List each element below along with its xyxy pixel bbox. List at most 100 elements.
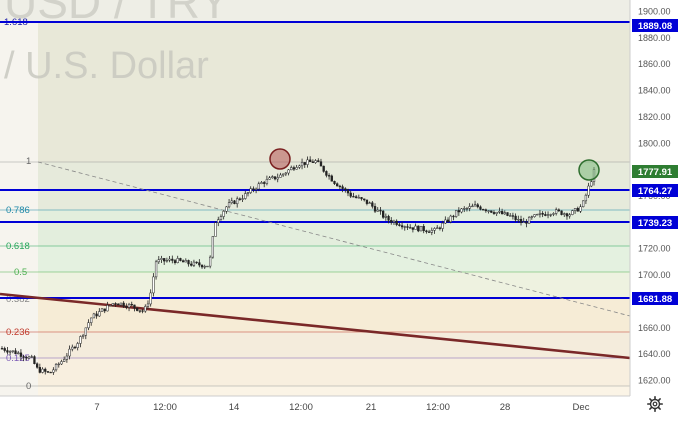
candle-body [576, 208, 579, 212]
candle-body [441, 222, 444, 229]
candle-body [284, 172, 287, 175]
price-tick-label: 1880.00 [638, 33, 671, 43]
candle-body [549, 214, 552, 216]
watermark-line1: USD / TRY [4, 0, 230, 28]
candle-body [241, 198, 244, 200]
time-axis[interactable] [0, 396, 680, 419]
candle-body [154, 261, 158, 278]
candle-body [314, 160, 317, 163]
candle-body [268, 177, 271, 180]
fib-label: 0.618 [6, 241, 30, 252]
candle-body [138, 310, 142, 312]
price-axis[interactable] [630, 0, 680, 396]
candle-body [73, 346, 77, 349]
candle-body [425, 230, 428, 233]
candle-body [108, 304, 112, 307]
candle-body [452, 215, 455, 218]
candle-body [557, 209, 561, 212]
candle-body [249, 188, 252, 193]
candle-body [257, 183, 260, 190]
candle-body [368, 202, 371, 204]
candle-body [333, 180, 336, 184]
candle-body [306, 159, 309, 165]
candle-body [46, 371, 50, 373]
candle-body [449, 215, 452, 223]
candle-body [354, 196, 358, 198]
price-label: 1764.27 [632, 184, 678, 197]
candle-body [438, 227, 442, 229]
candle-body [117, 303, 120, 306]
candle-body [387, 215, 390, 221]
candle-body [8, 350, 12, 353]
gear-icon [647, 396, 663, 412]
price-tick-label: 1840.00 [638, 86, 671, 96]
candle-body [0, 348, 4, 350]
candle-body [565, 213, 569, 217]
candle-body [473, 204, 477, 207]
candle-body [211, 236, 214, 258]
candle-body [465, 208, 469, 210]
candle-body [357, 197, 360, 199]
candle-body [338, 185, 342, 188]
candle-body [527, 216, 531, 224]
candle-body [90, 317, 93, 323]
svg-text:1681.88: 1681.88 [638, 294, 672, 305]
trend-line-dashed[interactable] [37, 161, 631, 317]
candle-body [414, 225, 417, 230]
price-tick-label: 1900.00 [638, 7, 671, 17]
settings-button[interactable] [644, 393, 666, 415]
candle-body [530, 216, 533, 218]
time-tick-label: 7 [94, 402, 99, 413]
price-tick-label: 1640.00 [638, 349, 671, 359]
candle-body [460, 208, 463, 213]
trend-line-brown[interactable] [0, 292, 631, 360]
candle-body [298, 165, 301, 168]
candle-body [76, 343, 79, 348]
candle-body [225, 206, 228, 212]
candle-body [127, 303, 131, 308]
current-price-label: 1777.91 [632, 165, 678, 178]
candle-body [103, 308, 106, 312]
candle-body [203, 266, 206, 268]
time-tick-label: 12:00 [289, 402, 313, 413]
watermark-line2: / U.S. Dollar [4, 45, 209, 87]
candle-body [238, 198, 242, 200]
candle-body [444, 219, 447, 224]
time-tick-label: 12:00 [426, 402, 450, 413]
candle-body [463, 208, 466, 210]
price-label: 1681.88 [632, 292, 678, 305]
candle-body [149, 292, 152, 305]
candle-body [114, 303, 117, 305]
candle-body [300, 162, 304, 167]
price-tick-label: 1620.00 [638, 376, 671, 386]
price-tick-label: 1700.00 [638, 270, 671, 280]
candle-body [571, 210, 574, 215]
candle-body [33, 356, 36, 364]
candle-body [479, 206, 482, 210]
candle-body [303, 162, 306, 165]
candle-body [344, 188, 347, 190]
candle-body [492, 212, 496, 214]
candle-body [495, 211, 498, 214]
candle-body [84, 327, 87, 336]
marker-circle-green[interactable] [578, 159, 600, 181]
candle-body [252, 188, 255, 191]
candle-body [379, 209, 382, 212]
horizontal-lines[interactable] [0, 21, 630, 299]
candle-body [371, 202, 374, 207]
svg-text:1777.91: 1777.91 [638, 167, 673, 178]
candle-body [363, 198, 366, 201]
marker-circle-red[interactable] [269, 148, 291, 170]
candle-body [522, 221, 525, 223]
candle-body [279, 174, 282, 178]
candle-body [163, 258, 166, 262]
candle-body [349, 192, 352, 197]
candle-body [281, 173, 285, 176]
candle-body [265, 179, 269, 184]
candle-body [227, 202, 231, 208]
candle-body [430, 230, 433, 233]
candle-body [360, 197, 363, 200]
candle-body [290, 167, 293, 171]
candle-body [325, 171, 328, 176]
